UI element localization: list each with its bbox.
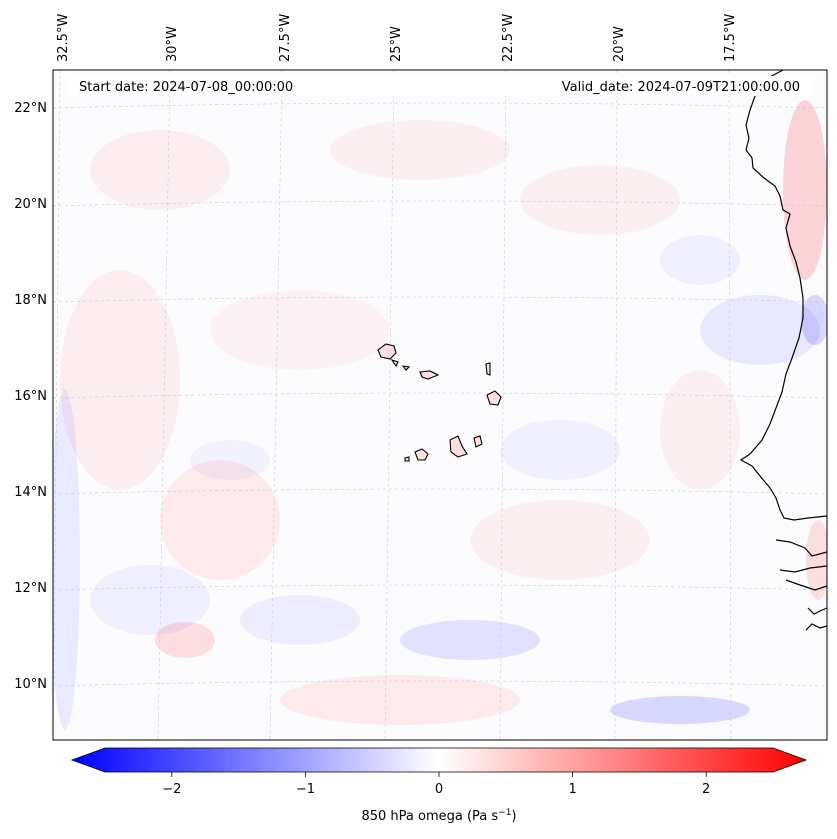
colorbar-tick-label: 1: [568, 782, 576, 797]
valid-date-label: Valid_date: 2024-07-09T21:00:00.00: [562, 80, 800, 95]
map-panel: [52, 69, 828, 741]
lat-label: 14°N: [14, 485, 47, 500]
start-date-label: Start date: 2024-07-08_00:00:00: [79, 80, 293, 95]
lat-label: 22°N: [14, 101, 47, 116]
colorbar-tick-label: 0: [435, 782, 443, 797]
lon-label: 20°W: [612, 26, 627, 62]
longitude-labels: 32.5°W 30°W 27.5°W 25°W 22.5°W 20°W 17.5…: [56, 14, 738, 62]
header-box: [68, 76, 813, 96]
lon-label: 17.5°W: [723, 14, 738, 62]
omega-field: [53, 100, 827, 730]
gridlines: [52, 69, 828, 741]
lat-label: 12°N: [14, 581, 47, 596]
lat-label: 16°N: [14, 389, 47, 404]
colorbar: −2 −1 0 1 2 850 hPa omega (Pa s−1): [70, 747, 808, 824]
colorbar-ticks: −2 −1 0 1 2: [162, 772, 710, 797]
lat-label: 18°N: [14, 293, 47, 308]
map-background: [53, 70, 827, 740]
lon-label: 30°W: [165, 26, 180, 62]
colorbar-tick-label: −2: [162, 782, 181, 797]
map-frame: [52, 69, 828, 741]
latitude-labels: 22°N 20°N 18°N 16°N 14°N 12°N 10°N: [14, 101, 47, 692]
coastline: [739, 69, 828, 631]
colorbar-tick-label: 2: [702, 782, 710, 797]
lat-label: 10°N: [14, 677, 47, 692]
colorbar-bar: [70, 747, 808, 773]
lon-label: 25°W: [389, 26, 404, 62]
lon-label: 32.5°W: [56, 14, 71, 62]
lon-label: 27.5°W: [278, 14, 293, 62]
lon-label: 22.5°W: [501, 14, 516, 62]
colorbar-tick-label: −1: [296, 782, 315, 797]
lat-label: 20°N: [14, 197, 47, 212]
colorbar-label: 850 hPa omega (Pa s−1): [361, 808, 516, 824]
islands: [377, 343, 502, 462]
